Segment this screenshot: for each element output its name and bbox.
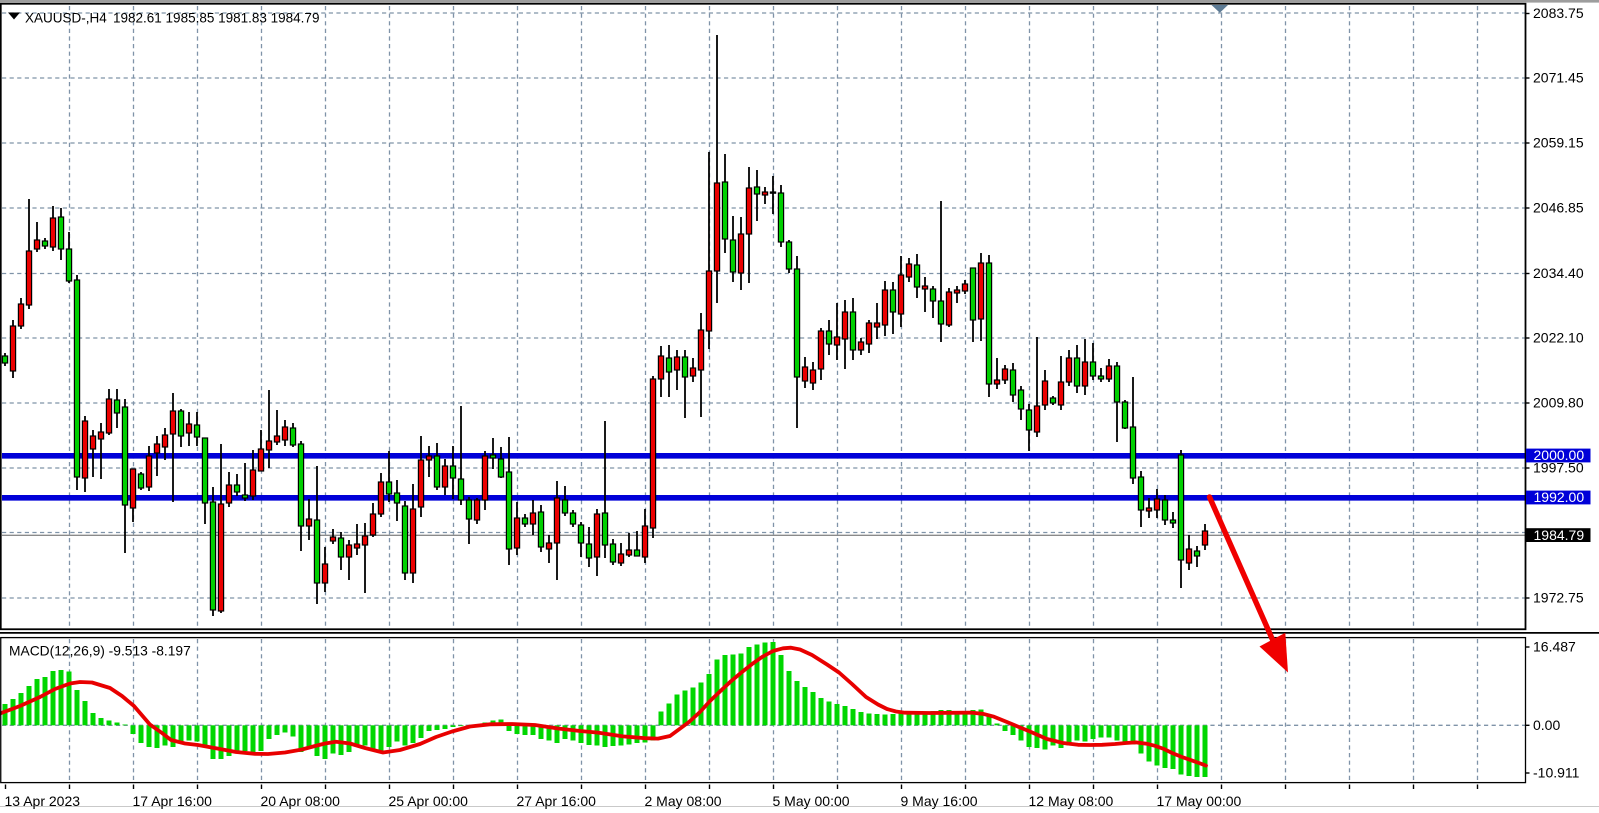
svg-text:2009.80: 2009.80	[1533, 395, 1584, 411]
svg-text:17 Apr 16:00: 17 Apr 16:00	[133, 793, 213, 809]
svg-text:1992.00: 1992.00	[1534, 489, 1585, 505]
svg-text:0.00: 0.00	[1533, 717, 1560, 733]
svg-text:2000.00: 2000.00	[1534, 447, 1585, 463]
svg-text:2071.45: 2071.45	[1533, 70, 1584, 86]
svg-text:25 Apr 00:00: 25 Apr 00:00	[389, 793, 469, 809]
svg-text:12 May 08:00: 12 May 08:00	[1029, 793, 1114, 809]
svg-text:-10.911: -10.911	[1533, 765, 1580, 781]
svg-text:1997.50: 1997.50	[1533, 460, 1584, 476]
svg-text:2046.85: 2046.85	[1533, 200, 1584, 216]
svg-text:16.487: 16.487	[1533, 639, 1576, 655]
svg-text:27 Apr 16:00: 27 Apr 16:00	[517, 793, 597, 809]
svg-text:2083.75: 2083.75	[1533, 5, 1584, 21]
svg-text:2022.10: 2022.10	[1533, 330, 1584, 346]
svg-text:2034.40: 2034.40	[1533, 265, 1584, 281]
svg-text:5 May 00:00: 5 May 00:00	[773, 793, 850, 809]
svg-text:20 Apr 08:00: 20 Apr 08:00	[261, 793, 341, 809]
svg-text:2 May 08:00: 2 May 08:00	[645, 793, 722, 809]
svg-text:1984.79: 1984.79	[1534, 527, 1585, 543]
svg-text:MACD(12,26,9) -9.513 -8.197: MACD(12,26,9) -9.513 -8.197	[9, 644, 191, 659]
svg-text:17 May 00:00: 17 May 00:00	[1157, 793, 1242, 809]
svg-text:XAUUSD-,H4: XAUUSD-,H4	[25, 10, 107, 25]
svg-text:1972.75: 1972.75	[1533, 590, 1584, 606]
svg-text:13 Apr 2023: 13 Apr 2023	[5, 793, 81, 809]
svg-text:1982.61 1985.85 1981.83 1984.7: 1982.61 1985.85 1981.83 1984.79	[113, 10, 319, 25]
svg-text:9 May 16:00: 9 May 16:00	[901, 793, 978, 809]
svg-text:2059.15: 2059.15	[1533, 135, 1584, 151]
